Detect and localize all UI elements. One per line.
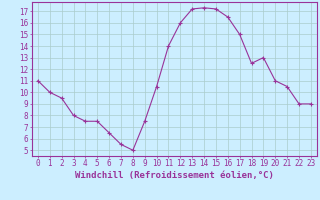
X-axis label: Windchill (Refroidissement éolien,°C): Windchill (Refroidissement éolien,°C) xyxy=(75,171,274,180)
